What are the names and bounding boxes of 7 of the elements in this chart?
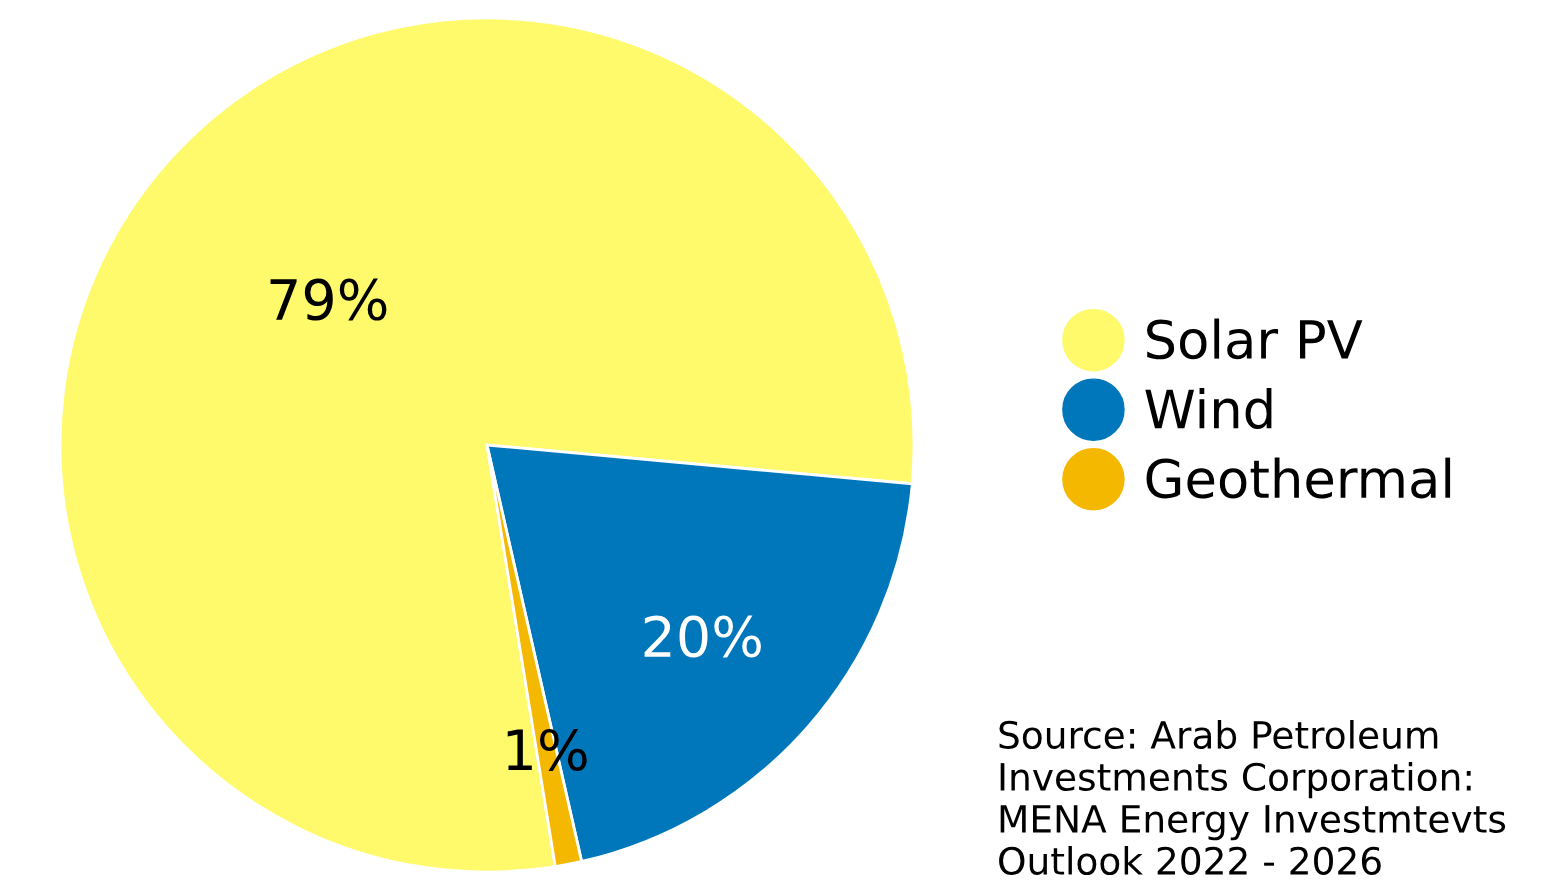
pie-slice	[58, 16, 916, 874]
data-label: 20%	[644, 615, 761, 658]
legend-label: Solar PV	[1147, 318, 1363, 360]
source-note: Source: Arab Petroleum Investments Corporation: MENA Energy Investmtevts Outlook 2022 - 2026	[999, 720, 1506, 875]
legend-label: Geothermal	[1146, 457, 1451, 499]
legend-label: Wind	[1145, 388, 1272, 429]
data-label: 79%	[270, 278, 387, 321]
